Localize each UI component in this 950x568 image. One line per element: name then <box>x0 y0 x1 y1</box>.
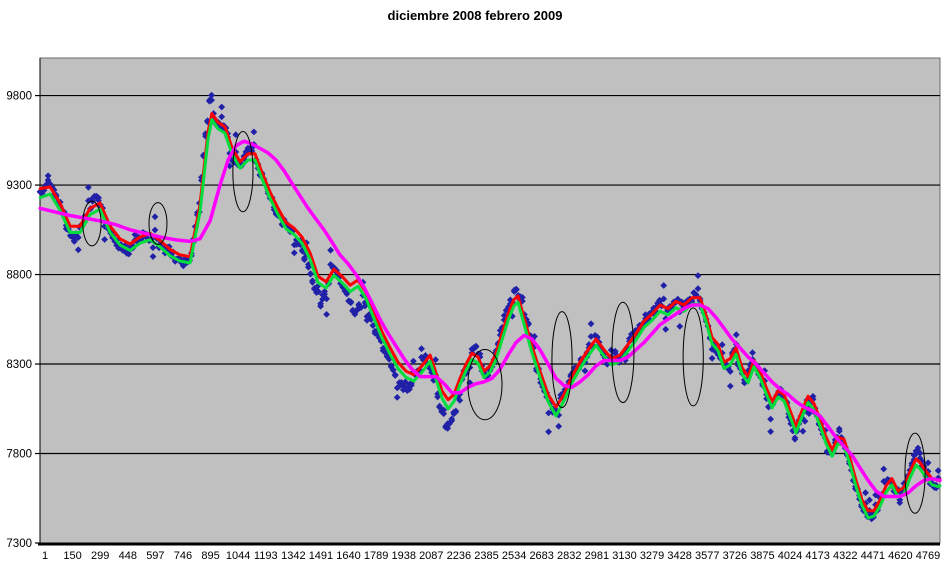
y-axis-label: 9300 <box>6 180 32 192</box>
y-axis-label: 8800 <box>6 270 32 282</box>
x-axis-label: 746 <box>174 550 192 562</box>
series-ma-slow-magenta <box>38 139 942 499</box>
x-axis-label: 3726 <box>723 550 747 562</box>
x-axis-label: 1789 <box>364 550 388 562</box>
x-axis-label: 1938 <box>391 550 415 562</box>
x-axis-label: 4471 <box>861 550 885 562</box>
annotation-ellipse <box>551 311 573 409</box>
y-axis-label: 9800 <box>6 91 32 103</box>
x-axis-label: 2683 <box>529 550 553 562</box>
x-axis-label: 3130 <box>612 550 636 562</box>
x-axis-label: 4024 <box>778 550 802 562</box>
series-ma-fast-red <box>38 112 942 513</box>
annotation-ellipse <box>467 349 503 421</box>
x-axis-label: 2981 <box>585 550 609 562</box>
y-axis-label: 8300 <box>6 359 32 371</box>
x-axis-label: 2832 <box>557 550 581 562</box>
x-axis-label: 1 <box>42 550 48 562</box>
x-axis-label: 2534 <box>502 550 526 562</box>
series-price-scatter <box>36 91 942 523</box>
y-axis-label: 7800 <box>6 449 32 461</box>
x-axis-label: 4322 <box>833 550 857 562</box>
x-axis-label: 1491 <box>309 550 333 562</box>
x-axis-label: 895 <box>201 550 219 562</box>
x-axis-label: 4620 <box>888 550 912 562</box>
annotation-ellipse <box>148 202 168 245</box>
x-axis-label: 1640 <box>336 550 360 562</box>
x-axis-label: 3279 <box>640 550 664 562</box>
x-axis-label: 1193 <box>254 550 278 562</box>
x-axis-label: 1342 <box>281 550 305 562</box>
annotation-ellipse <box>682 307 704 407</box>
x-axis-label: 4769 <box>916 550 940 562</box>
x-axis-label: 4173 <box>805 550 829 562</box>
annotation-ellipse <box>82 200 102 247</box>
x-axis-label: 299 <box>91 550 109 562</box>
x-axis-label: 448 <box>119 550 137 562</box>
chart-title: diciembre 2008 febrero 2009 <box>387 8 563 23</box>
x-axis-label: 2087 <box>419 550 443 562</box>
x-axis-label: 3428 <box>667 550 691 562</box>
annotation-ellipse <box>611 301 635 404</box>
x-axis-label: 597 <box>146 550 164 562</box>
annotation-ellipse <box>232 131 254 213</box>
x-axis-label: 1044 <box>226 550 250 562</box>
annotation-ellipse <box>904 432 926 514</box>
x-axis-label: 150 <box>63 550 81 562</box>
x-axis-label: 3875 <box>750 550 774 562</box>
x-axis-label: 2236 <box>447 550 471 562</box>
x-axis-label: 2385 <box>474 550 498 562</box>
plot-area <box>39 57 941 544</box>
x-axis-label: 3577 <box>695 550 719 562</box>
y-axis-label: 7300 <box>6 538 32 550</box>
